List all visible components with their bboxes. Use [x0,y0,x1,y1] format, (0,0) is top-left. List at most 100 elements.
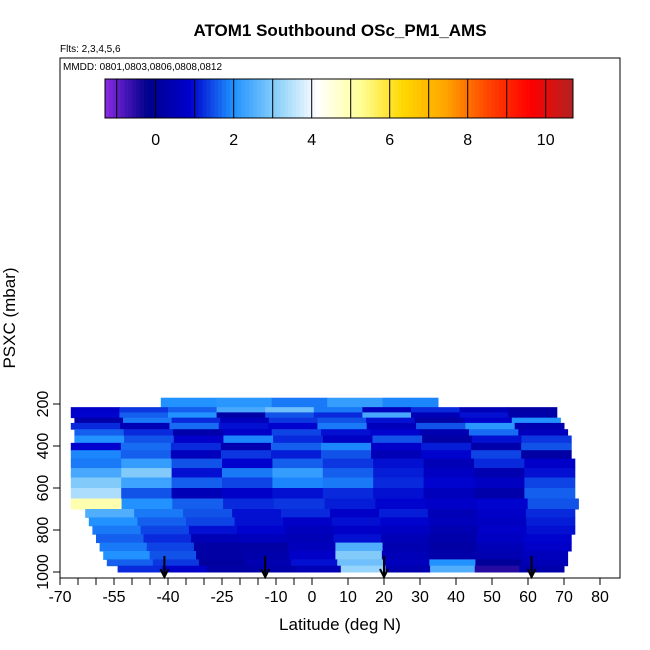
heatmap-cell [372,435,423,444]
heatmap-cell [183,509,233,518]
colorbar-segment [522,79,527,118]
colorbar-tick-label: 8 [463,132,472,149]
heatmap-cell [218,422,269,430]
heatmap-cell [508,412,558,419]
heatmap-cell [222,429,273,436]
colorbar-segment [557,79,562,118]
colorbar-segment [315,79,320,118]
colorbar-segment [428,79,433,118]
colorbar-segment [569,79,574,118]
heatmap-cell [143,534,192,544]
heatmap-cell [222,458,273,469]
colorbar-segment [284,79,289,118]
colorbar-segment [432,79,437,118]
heatmap-cell [106,559,154,567]
colorbar-segment [514,79,519,118]
heatmap-cell [168,407,218,413]
heatmap-cell [324,498,376,510]
colorbar-segment [541,79,547,118]
heatmap-cell [474,458,525,469]
heatmap-cell [337,559,384,567]
flights-label: Flts: 2,3,4,5,6 [60,44,121,55]
heatmap-cell [121,498,173,510]
colorbar-segment [424,79,430,118]
heatmap-cell [422,435,473,444]
colorbar-segment [319,79,324,118]
chart-title: ATOM1 Southbound OSc_PM1_AMS [193,21,486,40]
heatmap-cell [173,429,223,436]
heatmap-cell [285,525,335,535]
colorbar-segment [245,79,250,118]
x-tick-label: 30 [411,589,429,606]
heatmap-cell [478,525,528,535]
colorbar-segment [444,79,449,118]
x-axis: -70 -55 -40 -25 -10 0 10 20 30 40 50 60 70 80 [48,577,609,606]
colorbar-segment [144,79,149,118]
heatmap-cell [70,442,122,451]
profile-arrow [260,556,271,580]
heatmap-cell [322,477,374,489]
heatmap-cell [268,422,318,430]
heatmap-cell [121,458,173,469]
heatmap-cell [317,417,367,424]
heatmap-cell [222,468,273,478]
heatmap-cell [121,488,173,499]
colorbar-segment [190,79,196,118]
heatmap-cell [272,458,324,469]
x-tick-label: 20 [375,589,393,606]
heatmap-cell [333,534,382,544]
heatmap-cell [70,488,122,499]
heatmap-cell [426,498,478,510]
heatmap-cell [232,509,282,518]
heatmap-cell [411,412,461,419]
heatmap-cell [168,412,218,419]
colorbar-segment [128,79,133,118]
colorbar-segment [374,79,379,118]
colorbar-segment [510,79,515,118]
heatmap-cell [476,534,525,544]
x-tick-label: 70 [555,589,573,606]
colorbar-segment [393,79,398,118]
y-tick-label: 600 [35,475,52,502]
heatmap-cell [170,442,222,451]
y-tick-label: 200 [35,391,52,418]
colorbar-frame [104,78,574,119]
colorbar-segment [436,79,441,118]
heatmap-cell [526,517,576,527]
heatmap-cell [242,551,290,560]
heatmap-cell [524,488,576,499]
colorbar-segment [124,79,129,118]
colorbar-segment [222,79,227,118]
profile-arrows [159,556,537,580]
heatmap-cell [521,442,572,451]
heatmap-cell [222,477,273,489]
heatmap-cell [471,450,522,460]
heatmap-cell [430,525,479,535]
heatmap-cell [288,542,336,552]
heatmap-cell [429,517,479,527]
colorbar-segment [292,79,297,118]
colorbar-segment [276,79,281,118]
heatmap-cell [251,565,297,573]
heatmap-cell [476,542,525,552]
colorbar-segment [401,79,406,118]
heatmap-cell [465,422,516,430]
heatmap-cell [381,525,431,535]
heatmap-cell [70,498,123,510]
colorbar-segment [241,79,246,118]
x-tick-label: 80 [591,589,609,606]
heatmap-cell [124,435,175,444]
heatmap-cell [162,565,208,573]
colorbar-segment [186,79,192,118]
colorbar-segment [385,79,391,118]
heatmap-cell [74,435,125,444]
profile-arrow [379,556,389,580]
x-tick-label: -40 [156,589,179,606]
y-axis: 200 400 600 800 1000 [35,391,61,590]
colorbar-segment [495,79,500,118]
colorbar-segment [479,79,484,118]
heatmap-cell [335,542,384,552]
heatmap-cell [120,450,172,460]
heatmap-cell [270,442,322,451]
colorbar-segment [350,79,355,118]
